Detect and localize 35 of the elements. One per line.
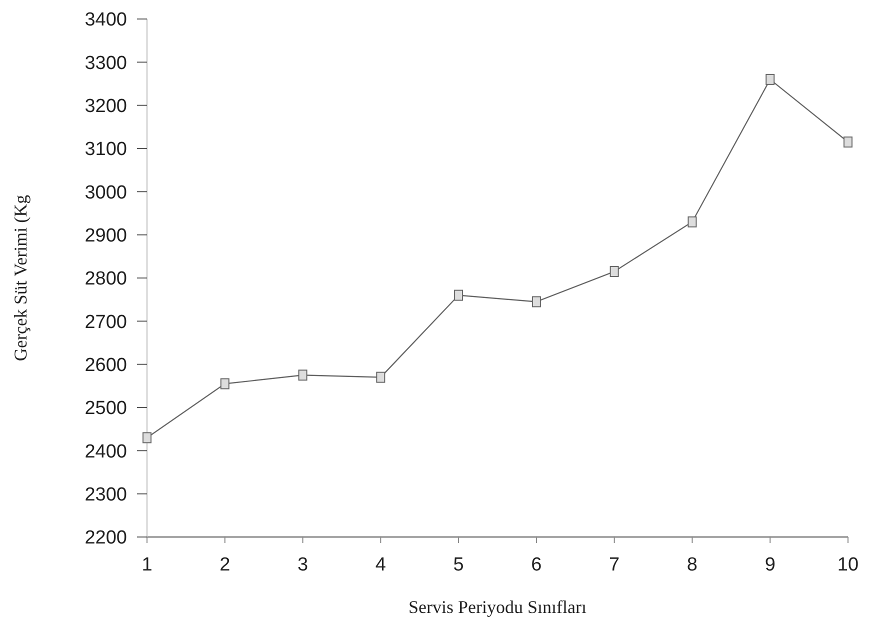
x-tick-label: 10 — [837, 554, 859, 576]
point — [766, 74, 775, 85]
point — [610, 266, 619, 278]
y-tick-label: 3400 — [84, 10, 127, 31]
y-tick-label: 3300 — [84, 52, 127, 74]
x-tick-label: 7 — [609, 554, 620, 576]
y-tick-label: 2400 — [84, 441, 127, 462]
point — [298, 370, 308, 381]
y-tick-label: 2500 — [84, 398, 127, 420]
x-tick-label: 6 — [531, 554, 542, 576]
y-tick-label: 2300 — [84, 484, 127, 506]
x-tick-label: 1 — [142, 554, 152, 576]
x-tick-label: 9 — [764, 554, 776, 576]
x-tick-label: 4 — [375, 554, 386, 576]
x-tick-label: 5 — [453, 554, 464, 576]
y-tick-label: 2600 — [84, 355, 127, 376]
point — [844, 136, 852, 148]
point — [142, 432, 152, 444]
x-tick-label: 8 — [686, 554, 698, 576]
y-tick-label: 3000 — [84, 182, 127, 204]
y-tick-label: 3200 — [84, 96, 127, 118]
point — [376, 372, 386, 383]
x-tick-label: 2 — [220, 554, 230, 576]
y-tick-label: 2800 — [84, 268, 127, 290]
y-tick-label: 2700 — [84, 312, 127, 333]
y-tick-label: 3100 — [84, 139, 127, 160]
point — [532, 296, 541, 308]
point — [454, 290, 464, 301]
y-axis-title: Gerçek Süt Verimi (Kg — [10, 194, 30, 362]
point — [220, 378, 230, 390]
x-axis-title: Servis Periyodu Sınıfları — [408, 597, 586, 617]
x-tick-label: 3 — [297, 554, 308, 576]
y-tick-label: 2900 — [84, 226, 127, 247]
y-tick-label: 2200 — [84, 528, 127, 549]
point — [688, 216, 697, 228]
